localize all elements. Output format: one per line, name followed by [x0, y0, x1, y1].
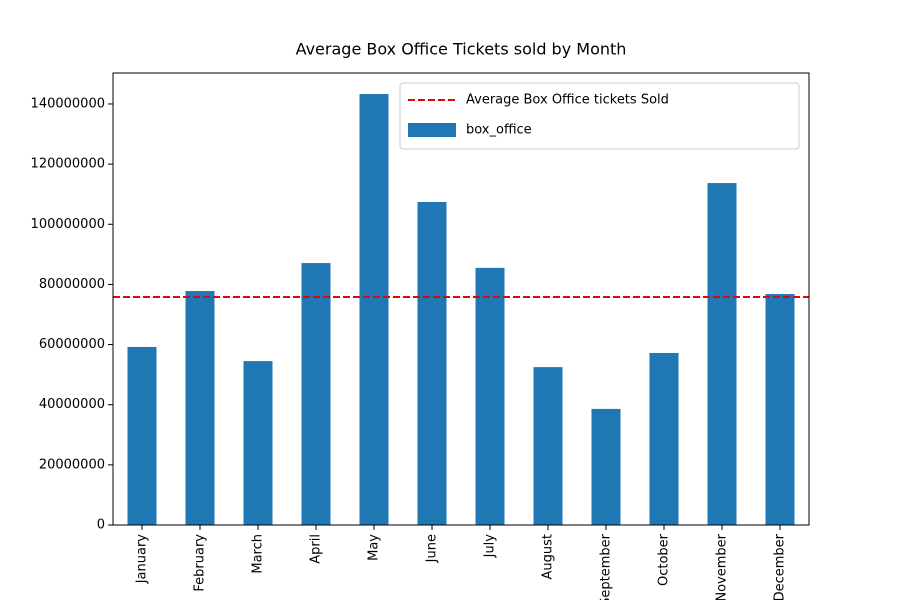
x-tick-label: August — [541, 534, 556, 580]
x-tick-label: April — [309, 534, 324, 564]
bar — [649, 352, 679, 525]
y-tick-label: 0 — [97, 518, 105, 533]
x-tick-label: January — [135, 534, 150, 585]
chart-title: Average Box Office Tickets sold by Month — [296, 40, 627, 59]
x-tick-label: July — [483, 534, 498, 559]
bar — [591, 408, 621, 525]
bar — [765, 294, 795, 525]
legend: Average Box Office tickets Sold box_offic… — [399, 82, 800, 150]
bar — [243, 361, 273, 525]
y-tick-label: 100000000 — [31, 217, 105, 232]
legend-swatch — [408, 123, 456, 137]
x-tick-label: February — [193, 534, 208, 592]
y-tick-label: 120000000 — [31, 157, 105, 172]
y-tick-label: 40000000 — [39, 397, 105, 412]
x-tick-label: October — [657, 533, 672, 586]
bar — [359, 94, 389, 525]
y-tick-label: 20000000 — [39, 457, 105, 472]
x-tick-label: September — [599, 533, 614, 600]
legend-label: Average Box Office tickets Sold — [466, 93, 669, 108]
x-tick-label: November — [715, 533, 730, 600]
y-tick-label: 80000000 — [39, 277, 105, 292]
x-tick-label: May — [367, 534, 382, 561]
bar — [417, 202, 447, 525]
bar — [533, 367, 563, 525]
bar — [185, 291, 215, 525]
bar — [475, 267, 505, 525]
bar — [127, 346, 157, 525]
bar — [707, 183, 737, 525]
legend-box — [399, 82, 800, 150]
x-tick-label: March — [251, 534, 266, 574]
legend-label: box_office — [466, 123, 532, 138]
bar — [301, 263, 331, 525]
y-tick-label: 60000000 — [39, 337, 105, 352]
plot-frame — [112, 72, 810, 526]
x-tick-label: June — [425, 534, 440, 563]
y-tick-label: 140000000 — [31, 96, 105, 111]
x-tick-label: December — [773, 533, 788, 600]
